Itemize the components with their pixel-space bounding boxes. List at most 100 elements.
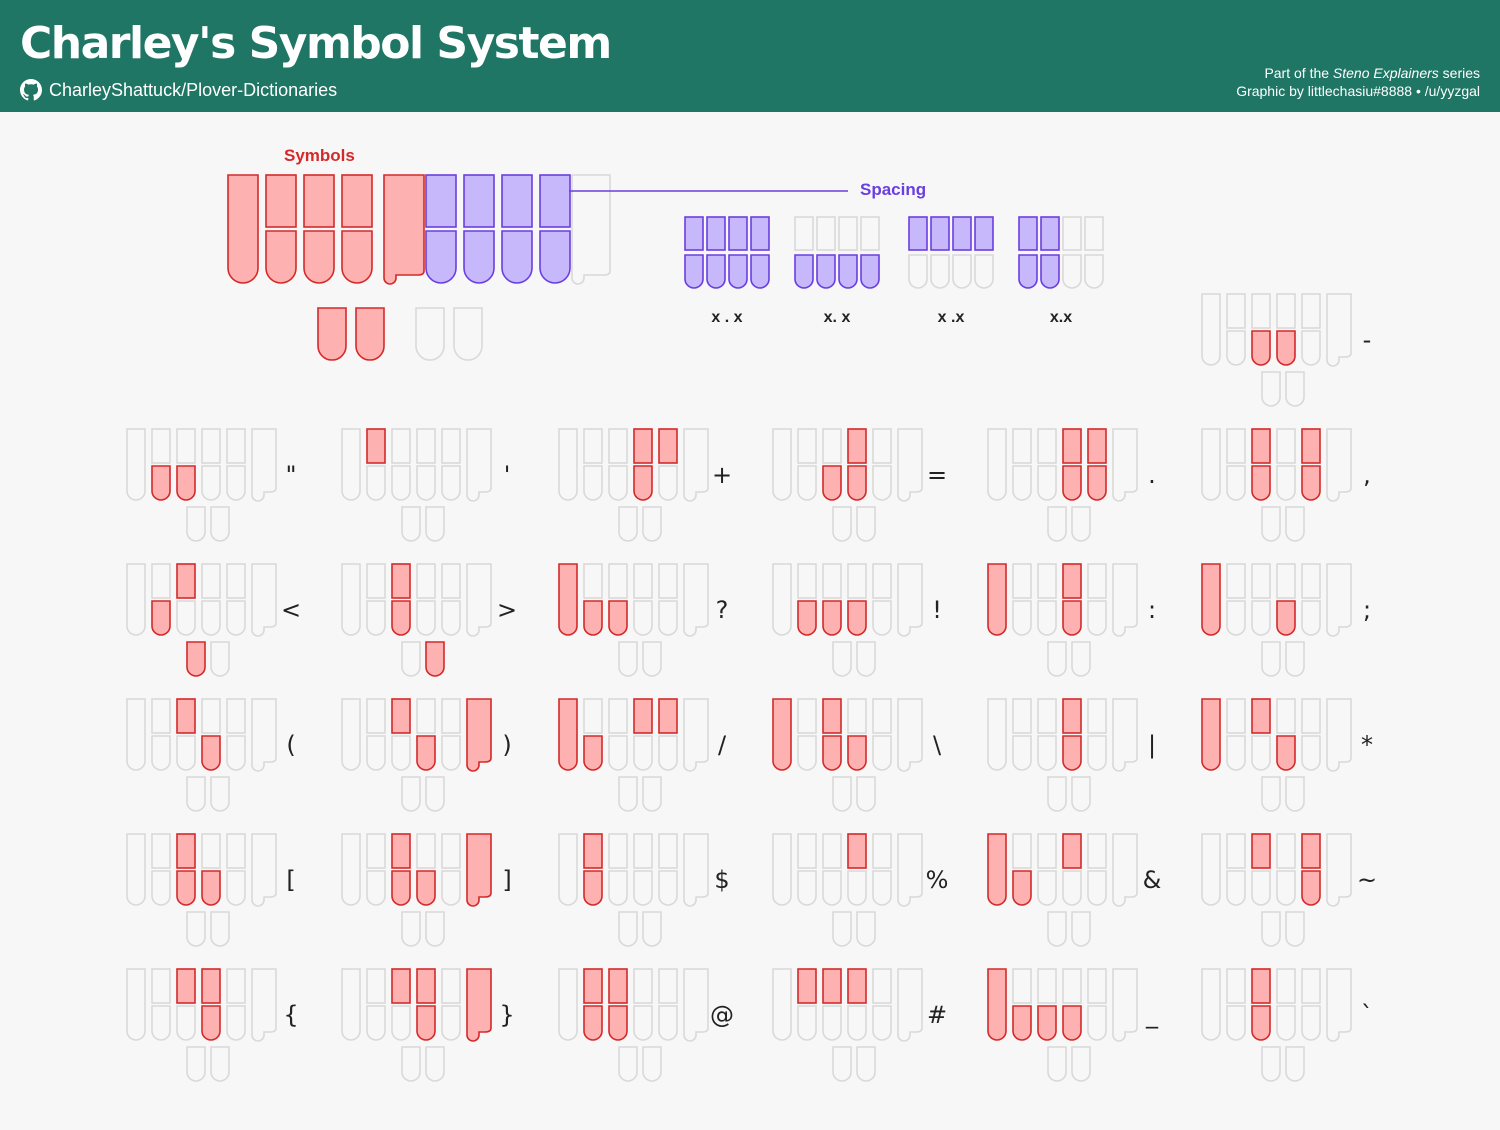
key-G — [952, 254, 972, 289]
key-P — [1251, 428, 1271, 464]
key-R — [583, 735, 603, 771]
key-E — [401, 776, 421, 812]
key-U — [642, 506, 662, 542]
symbol-chord-diagram — [558, 833, 709, 947]
key-G — [633, 600, 653, 636]
key-U — [1285, 911, 1305, 947]
key-T-tall — [466, 698, 492, 772]
key-R — [684, 254, 704, 289]
key-R — [151, 870, 171, 906]
key-B — [706, 254, 726, 289]
key-F-tall — [126, 833, 146, 906]
key-P — [608, 428, 628, 464]
key-T — [441, 833, 461, 869]
key-R — [583, 465, 603, 501]
symbol-chord-diagram — [772, 968, 923, 1082]
key-G — [416, 465, 436, 501]
symbol-label: ) — [502, 731, 512, 759]
symbol-chord-diagram — [126, 968, 277, 1082]
key-F — [151, 428, 171, 464]
key-F — [366, 563, 386, 599]
key-B — [391, 735, 411, 771]
key-P — [391, 968, 411, 1004]
key-T — [872, 563, 892, 599]
key-L — [1276, 563, 1296, 599]
key-E — [1047, 911, 1067, 947]
key-P — [1251, 293, 1271, 329]
key-F — [366, 833, 386, 869]
key-T — [226, 968, 246, 1004]
key-F-tall — [126, 428, 146, 501]
key-T — [658, 428, 678, 464]
key-F-tall — [126, 563, 146, 636]
key-B — [608, 735, 628, 771]
legend-key-top — [341, 174, 373, 228]
key-F-tall — [987, 968, 1007, 1041]
key-L — [838, 216, 858, 251]
key-T-tall — [1326, 293, 1352, 367]
legend-key-star — [383, 174, 425, 285]
key-T — [750, 216, 770, 251]
symbol-chord-diagram — [126, 833, 277, 947]
key-L — [1062, 563, 1082, 599]
key-F — [797, 563, 817, 599]
credit-line-2: Graphic by littlechasiu#8888 • /u/yyzgal — [1236, 83, 1480, 99]
github-icon — [20, 79, 42, 101]
symbol-chord-diagram — [341, 968, 492, 1082]
key-T-tall — [683, 968, 709, 1042]
key-B — [391, 1005, 411, 1041]
key-G — [838, 254, 858, 289]
key-F-tall — [987, 698, 1007, 771]
key-U — [210, 506, 230, 542]
key-T-tall — [466, 833, 492, 907]
key-F-tall — [558, 563, 578, 636]
key-B — [608, 1005, 628, 1041]
key-E — [618, 506, 638, 542]
key-L — [201, 563, 221, 599]
credit-prefix: Part of the — [1264, 65, 1333, 81]
spacing-example-diagram — [908, 216, 994, 289]
key-B — [1251, 600, 1271, 636]
key-E — [1261, 776, 1281, 812]
key-U — [1285, 776, 1305, 812]
key-B — [176, 465, 196, 501]
symbol-label: - — [1362, 326, 1372, 354]
key-T — [441, 428, 461, 464]
key-E — [1261, 506, 1281, 542]
key-S — [750, 254, 770, 289]
key-R — [797, 1005, 817, 1041]
key-R — [583, 870, 603, 906]
key-G — [1276, 600, 1296, 636]
symbol-label: ? — [715, 596, 729, 624]
key-E — [1047, 1046, 1067, 1082]
key-G — [1276, 330, 1296, 366]
key-R — [1226, 735, 1246, 771]
key-U — [1071, 506, 1091, 542]
key-U — [1071, 1046, 1091, 1082]
key-P — [608, 698, 628, 734]
key-L — [1062, 968, 1082, 1004]
key-F-tall — [1201, 833, 1221, 906]
key-R — [151, 1005, 171, 1041]
key-T-tall — [1112, 563, 1138, 637]
key-T-tall — [466, 968, 492, 1042]
key-T — [1087, 563, 1107, 599]
key-T-tall — [897, 968, 923, 1042]
key-F — [366, 968, 386, 1004]
key-L — [728, 216, 748, 251]
key-E — [1047, 641, 1067, 677]
legend-keyboard — [227, 174, 611, 361]
repo-link[interactable]: CharleyShattuck/Plover-Dictionaries — [20, 79, 337, 101]
symbol-label: * — [1361, 731, 1373, 759]
symbol-label: ' — [503, 461, 511, 489]
key-T-tall — [683, 698, 709, 772]
symbol-label: & — [1142, 866, 1162, 894]
key-L — [1276, 428, 1296, 464]
key-F — [583, 833, 603, 869]
key-S — [1301, 330, 1321, 366]
key-F — [1012, 833, 1032, 869]
key-R — [797, 600, 817, 636]
key-F — [1012, 563, 1032, 599]
legend-key-top — [425, 174, 457, 228]
symbol-label: ` — [1361, 1001, 1373, 1029]
